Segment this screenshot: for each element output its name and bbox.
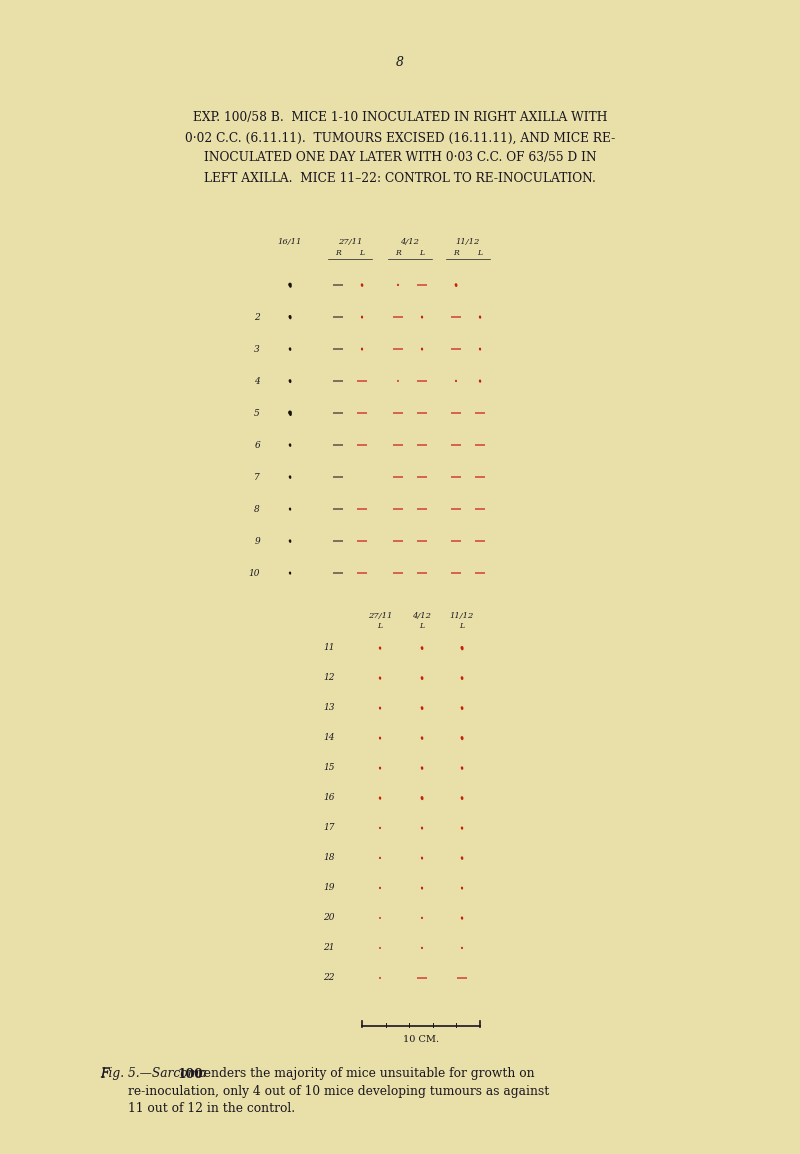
Text: L: L [459,622,465,630]
Text: renders the majority of mice unsuitable for growth on: renders the majority of mice unsuitable … [194,1067,534,1080]
Ellipse shape [379,647,381,649]
Text: Fig. 5.—Sarcoma: Fig. 5.—Sarcoma [100,1067,210,1080]
Ellipse shape [479,380,481,382]
Text: 27/11: 27/11 [368,612,392,620]
Text: 13: 13 [323,704,335,712]
Text: 17: 17 [323,824,335,832]
Text: 4: 4 [254,376,260,385]
Text: 16/11: 16/11 [278,238,302,246]
Text: 10: 10 [249,569,260,577]
Text: 27/11: 27/11 [338,238,362,246]
Text: R: R [453,249,459,257]
Text: 4/12: 4/12 [401,238,419,246]
Text: EXP. 100/58 B.  MICE 1-10 INOCULATED IN RIGHT AXILLA WITH: EXP. 100/58 B. MICE 1-10 INOCULATED IN R… [193,112,607,125]
Text: 2: 2 [254,313,260,322]
Text: re-inoculation, only 4 out of 10 mice developing tumours as against: re-inoculation, only 4 out of 10 mice de… [128,1085,550,1097]
Text: 8: 8 [254,504,260,514]
Text: 11 out of 12 in the control.: 11 out of 12 in the control. [128,1102,295,1115]
Text: 5: 5 [254,409,260,418]
Text: 11/12: 11/12 [456,238,480,246]
Text: 14: 14 [323,734,335,742]
Text: 3: 3 [254,345,260,353]
Text: 16: 16 [323,794,335,802]
Ellipse shape [379,677,381,679]
Text: LEFT AXILLA.  MICE 11–22: CONTROL TO RE-INOCULATION.: LEFT AXILLA. MICE 11–22: CONTROL TO RE-I… [204,172,596,185]
Text: L: L [419,249,425,257]
Text: 11/12: 11/12 [450,612,474,620]
Ellipse shape [289,284,291,286]
Text: 19: 19 [323,884,335,892]
Text: L: L [478,249,482,257]
Ellipse shape [290,414,291,415]
Text: 15: 15 [323,764,335,772]
Ellipse shape [289,411,291,414]
Text: 6: 6 [254,441,260,450]
Ellipse shape [290,286,291,287]
Text: 7: 7 [254,472,260,481]
Ellipse shape [379,797,381,799]
Text: F: F [100,1067,109,1080]
Text: 0·02 C.C. (6.11.11).  TUMOURS EXCISED (16.11.11), AND MICE RE-: 0·02 C.C. (6.11.11). TUMOURS EXCISED (16… [185,132,615,144]
Ellipse shape [289,316,291,317]
Text: L: L [419,622,425,630]
Text: 20: 20 [323,914,335,922]
Text: 8: 8 [396,55,404,68]
Ellipse shape [479,316,481,317]
Ellipse shape [455,284,457,286]
Text: 18: 18 [323,854,335,862]
Text: R: R [395,249,401,257]
Text: R: R [335,249,341,257]
Text: 9: 9 [254,537,260,546]
Text: L: L [378,622,382,630]
Text: INOCULATED ONE DAY LATER WITH 0·03 C.C. OF 63/55 D IN: INOCULATED ONE DAY LATER WITH 0·03 C.C. … [204,151,596,165]
Ellipse shape [461,646,463,649]
Text: L: L [359,249,365,257]
Text: 12: 12 [323,674,335,682]
Text: 100: 100 [178,1067,203,1080]
Text: 11: 11 [323,644,335,652]
Text: 4/12: 4/12 [413,612,431,620]
Text: 21: 21 [323,944,335,952]
Text: 22: 22 [323,974,335,982]
Text: 10 CM.: 10 CM. [403,1035,439,1044]
